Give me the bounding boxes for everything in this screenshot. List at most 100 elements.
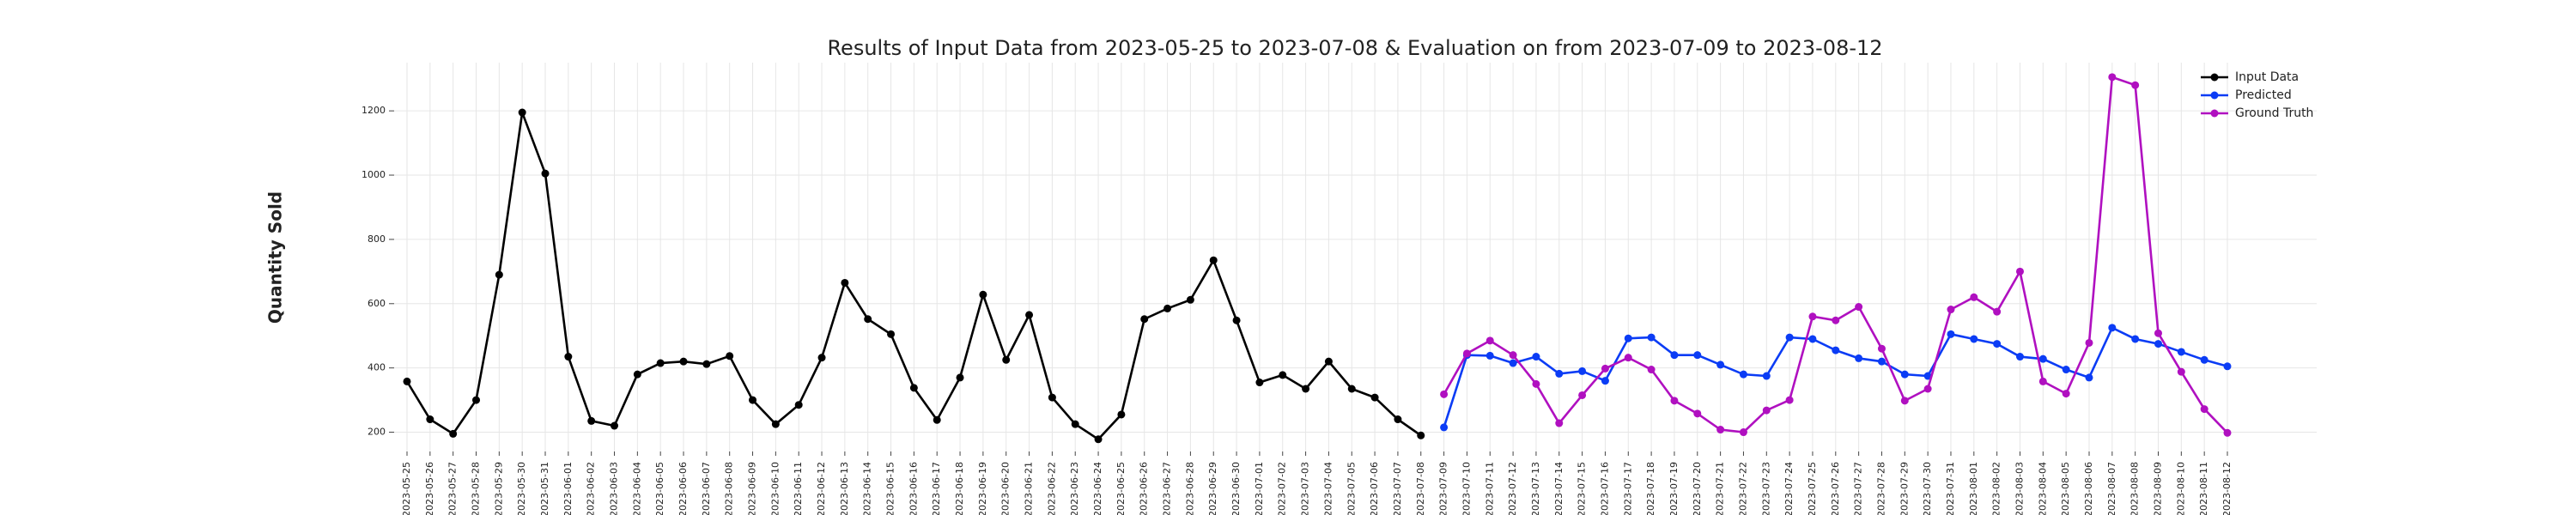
data-point — [564, 353, 573, 361]
x-tick-label: 2023-07-09 — [1438, 462, 1449, 515]
data-point — [1970, 293, 1978, 301]
data-point — [1808, 335, 1817, 343]
data-point — [1555, 369, 1564, 378]
x-tick-label: 2023-06-10 — [769, 462, 781, 515]
data-point — [1255, 379, 1264, 387]
data-point — [1417, 431, 1425, 439]
data-point — [1993, 340, 2002, 348]
data-point — [1462, 349, 1471, 358]
data-point — [1601, 364, 1609, 373]
data-point — [1555, 419, 1564, 427]
data-point — [1140, 315, 1149, 324]
data-point — [1002, 355, 1011, 364]
data-point — [1947, 306, 1955, 314]
data-point — [2131, 81, 2140, 89]
data-point — [1877, 357, 1886, 366]
data-point — [2108, 324, 2117, 332]
data-point — [771, 420, 780, 428]
x-tick-label: 2023-08-03 — [2014, 462, 2025, 515]
legend-marker — [2210, 109, 2219, 118]
data-point — [1923, 372, 1932, 380]
legend-label: Input Data — [2235, 70, 2299, 84]
x-tick-label: 2023-05-27 — [447, 462, 459, 515]
x-tick-label: 2023-08-04 — [2037, 462, 2048, 515]
x-tick-label: 2023-06-13 — [839, 462, 850, 515]
x-tick-label: 2023-07-12 — [1507, 462, 1518, 515]
data-point — [1670, 351, 1679, 360]
data-point — [1762, 372, 1771, 380]
y-tick-label: 400 — [368, 362, 386, 373]
data-point — [1578, 367, 1587, 375]
x-tick-label: 2023-05-30 — [516, 462, 527, 515]
x-tick-label: 2023-08-01 — [1968, 462, 1979, 515]
data-point — [1232, 316, 1241, 324]
x-tick-label: 2023-07-28 — [1875, 462, 1886, 515]
x-tick-label: 2023-08-12 — [2221, 462, 2233, 515]
x-tick-label: 2023-07-08 — [1415, 462, 1426, 515]
data-point — [1670, 397, 1679, 405]
data-point — [1785, 396, 1794, 404]
data-point — [1532, 379, 1540, 388]
x-tick-label: 2023-06-27 — [1162, 462, 1173, 515]
x-tick-label: 2023-06-23 — [1069, 462, 1080, 515]
data-point — [933, 415, 941, 424]
data-point — [841, 278, 849, 287]
data-point — [1394, 415, 1402, 424]
data-point — [2154, 340, 2162, 348]
x-tick-label: 2023-07-31 — [1945, 462, 1956, 515]
data-point — [1601, 377, 1609, 385]
data-point — [1509, 351, 1517, 360]
x-tick-label: 2023-07-07 — [1392, 462, 1403, 515]
x-tick-label: 2023-06-25 — [1115, 462, 1127, 515]
data-point — [426, 415, 434, 424]
data-point — [1832, 346, 1840, 354]
x-tick-label: 2023-06-03 — [609, 462, 620, 515]
x-tick-label: 2023-08-05 — [2060, 462, 2071, 515]
chart-title: Results of Input Data from 2023-05-25 to… — [827, 36, 1882, 60]
data-point — [2177, 348, 2185, 356]
data-point — [1624, 334, 1632, 342]
x-tick-label: 2023-08-10 — [2175, 462, 2186, 515]
x-tick-label: 2023-07-03 — [1300, 462, 1311, 515]
x-tick-label: 2023-07-23 — [1760, 462, 1771, 515]
data-point — [1716, 426, 1725, 434]
data-point — [2223, 428, 2232, 437]
x-tick-label: 2023-07-25 — [1807, 462, 1818, 515]
data-point — [1094, 435, 1103, 444]
x-tick-label: 2023-05-26 — [424, 462, 435, 515]
data-point — [1347, 385, 1356, 393]
x-tick-label: 2023-08-09 — [2152, 462, 2163, 515]
x-tick-label: 2023-07-30 — [1922, 462, 1933, 515]
data-point — [2038, 354, 2047, 363]
data-point — [1578, 391, 1587, 399]
data-point — [1647, 333, 1656, 342]
legend-marker — [2210, 91, 2219, 100]
x-tick-label: 2023-07-17 — [1622, 462, 1633, 515]
x-tick-label: 2023-06-06 — [677, 462, 689, 515]
data-point — [1877, 344, 1886, 353]
x-tick-label: 2023-07-20 — [1692, 462, 1703, 515]
data-point — [587, 416, 596, 425]
x-tick-label: 2023-06-20 — [1000, 462, 1012, 515]
x-tick-label: 2023-07-22 — [1737, 462, 1748, 515]
data-point — [1993, 307, 2002, 316]
data-point — [956, 373, 964, 382]
data-point — [864, 315, 872, 324]
data-point — [1900, 397, 1909, 405]
data-point — [1440, 390, 1449, 398]
x-tick-label: 2023-07-14 — [1553, 462, 1564, 515]
x-tick-label: 2023-06-30 — [1230, 462, 1242, 515]
x-tick-label: 2023-07-10 — [1461, 462, 1472, 515]
data-point — [1440, 423, 1449, 432]
x-tick-label: 2023-07-26 — [1830, 462, 1841, 515]
x-tick-label: 2023-06-07 — [701, 462, 712, 515]
data-point — [2085, 373, 2093, 382]
y-tick-label: 600 — [368, 298, 386, 309]
data-point — [2085, 338, 2093, 347]
data-point — [541, 169, 550, 178]
data-point — [1302, 385, 1310, 393]
data-point — [2038, 377, 2047, 385]
y-tick-label: 200 — [368, 427, 386, 438]
x-tick-label: 2023-06-26 — [1139, 462, 1150, 515]
